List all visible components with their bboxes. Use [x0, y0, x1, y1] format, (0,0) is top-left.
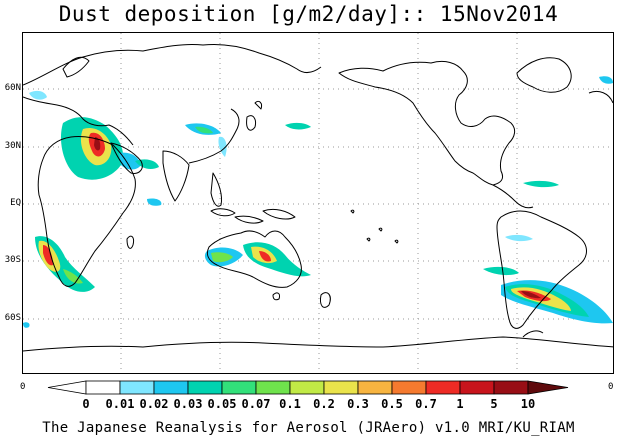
lat-label-60s: 60S	[4, 313, 21, 323]
africa-coast	[37, 136, 136, 287]
colorbar-tick-label: 10	[520, 397, 536, 411]
colorbar-edge-label-left: 0	[20, 382, 26, 392]
north-america-coast	[338, 60, 516, 186]
colorbar-tick-label: 1	[456, 397, 464, 411]
colorbar-swatch	[255, 380, 291, 395]
colorbar-tick-label: 0.03	[173, 397, 203, 411]
colorbar-swatch	[289, 380, 325, 395]
graticule	[23, 33, 613, 373]
map-title: Dust deposition [g/m2/day]:: 15Nov2014	[58, 2, 559, 26]
colorbar-tick-label: 0.1	[279, 397, 301, 411]
colorbar-tick-label: 0	[82, 397, 90, 411]
footer-credit: The Japanese Reanalysis for Aerosol (JRA…	[42, 420, 575, 436]
colorbar-tick-label: 0.2	[313, 397, 335, 411]
colorbar-swatch	[493, 380, 529, 395]
colorbar-arrow-low	[47, 380, 87, 395]
colorbar-tick-label: 0.3	[347, 397, 369, 411]
colorbar-swatch	[153, 380, 189, 395]
colorbar-tick-label: 5	[490, 397, 498, 411]
colorbar-tick-label: 0.01	[105, 397, 135, 411]
colorbar-swatch	[85, 380, 121, 395]
lat-label-60n: 60N	[4, 83, 21, 93]
lat-label-eq: EQ	[10, 198, 21, 208]
antarctica-coast	[23, 336, 613, 352]
australia-coast	[206, 230, 302, 288]
map-canvas	[23, 33, 613, 373]
colorbar-tick-label: 0.05	[207, 397, 237, 411]
south-america-coast	[496, 210, 587, 329]
colorbar-swatch	[425, 380, 461, 395]
colorbar-swatch	[357, 380, 393, 395]
colorbar-arrow-high	[527, 380, 569, 395]
colorbar-edge-label-right: 0	[608, 382, 614, 392]
colorbar-tick-label: 0.5	[381, 397, 403, 411]
map-panel	[22, 32, 614, 374]
colorbar-tick-label: 0.02	[139, 397, 169, 411]
coastlines	[23, 44, 613, 352]
colorbar-swatch	[119, 380, 155, 395]
colorbar-tick-label: 0.07	[241, 397, 271, 411]
colorbar-swatch	[459, 380, 495, 395]
colorbar-tick-label: 0.7	[415, 397, 437, 411]
colorbar-swatch	[323, 380, 359, 395]
lat-label-30s: 30S	[4, 255, 21, 265]
colorbar-swatch	[391, 380, 427, 395]
lat-label-30n: 30N	[4, 141, 21, 151]
colorbar-swatch	[221, 380, 257, 395]
colorbar-swatches	[47, 380, 569, 395]
colorbar-swatch	[187, 380, 223, 395]
